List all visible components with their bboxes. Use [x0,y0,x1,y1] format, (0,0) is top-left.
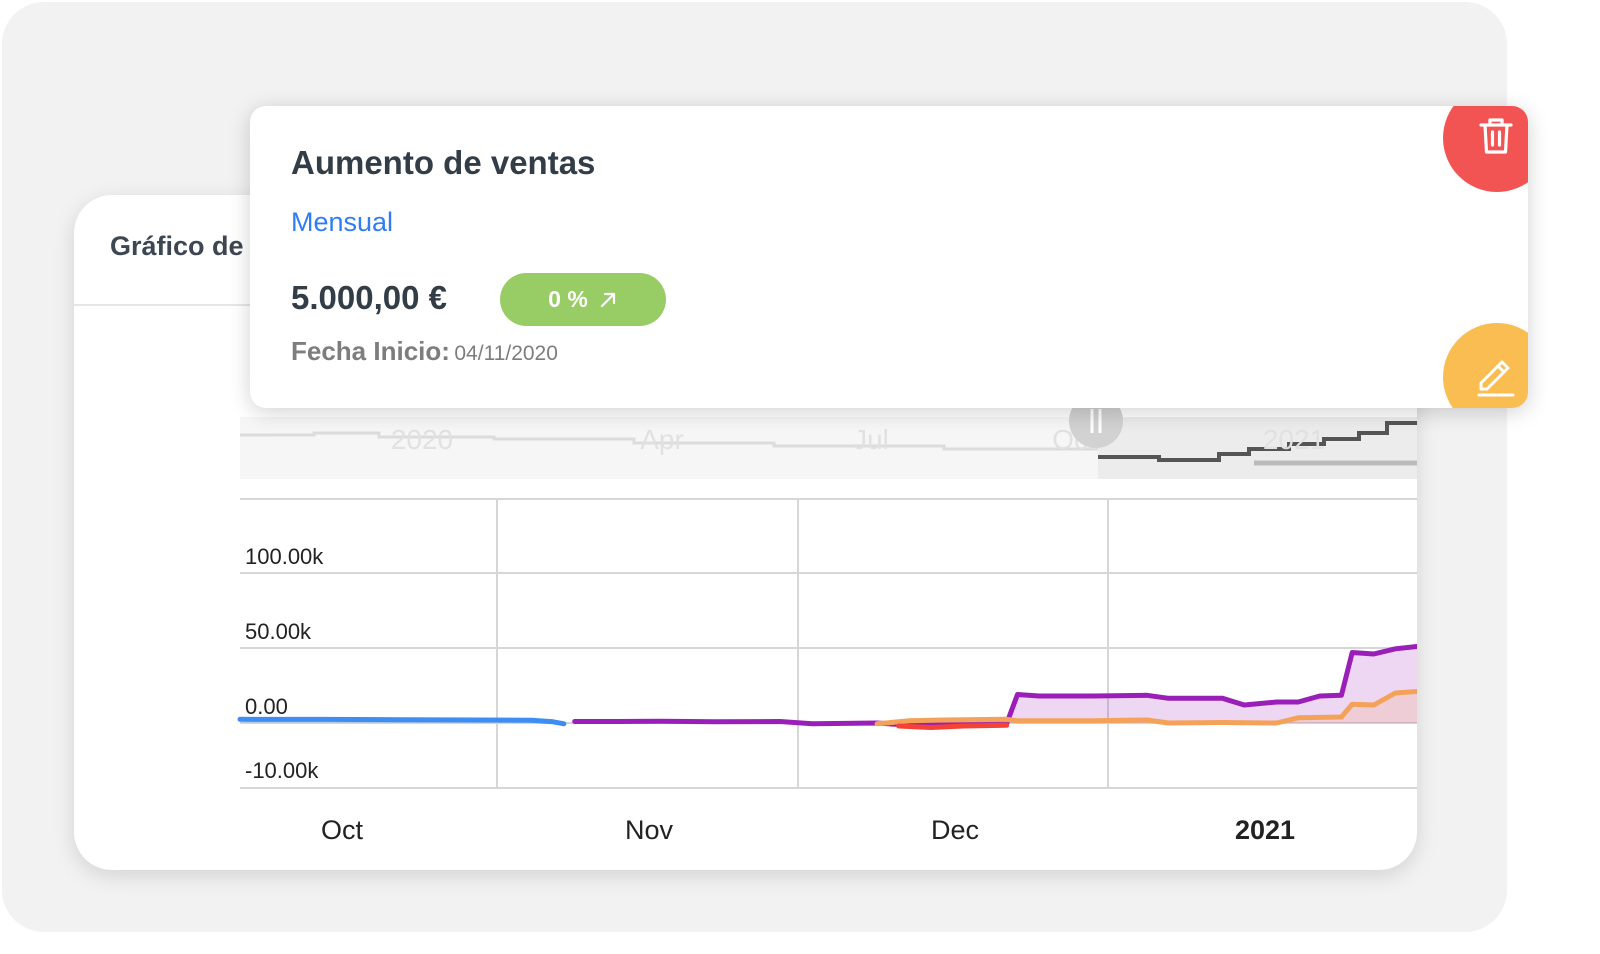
x-tick-label: 2021 [1235,815,1295,845]
goal-card[interactable]: Aumento de ventas Mensual 5.000,00 € 0 %… [250,106,1528,408]
series-line [896,722,1010,730]
trash-icon [1479,118,1513,154]
series-line [237,716,567,727]
navigator-history-line [240,431,1098,451]
x-tick-label: Oct [321,815,364,845]
navigator-label: 2020 [391,424,453,455]
series-area [574,646,1417,725]
series-line [874,689,1417,727]
chart-navigator[interactable]: 2020 Apr Jul Oct 2021 [240,394,1417,479]
chart-series [237,644,1417,730]
goal-start-value: 04/11/2020 [454,342,558,365]
goal-progress-value: 0 % [548,286,588,312]
chart-card-title: Gráfico de [110,231,244,261]
goal-progress-badge: 0 % [500,273,666,326]
edit-button[interactable] [1443,323,1528,408]
goal-amount: 5.000,00 € [291,279,447,316]
goal-period-link[interactable]: Mensual [291,207,394,237]
chart-grid [240,498,1417,789]
chart-labels: 100.00k 50.00k 0.00 -10.00k Oct Nov Dec 2021 [245,544,1295,845]
arrow-up-right-icon [600,292,615,307]
y-tick-label: -10.00k [245,758,319,783]
x-tick-label: Dec [931,815,979,845]
pencil-icon [1477,360,1515,397]
series-line [572,644,1417,727]
goal-start-label: Fecha Inicio: [291,336,450,366]
delete-button[interactable] [1443,106,1528,192]
goal-start-date: Fecha Inicio: 04/11/2020 [291,336,558,367]
x-tick-label: Nov [625,815,674,845]
navigator-label: Jul [853,424,889,455]
navigator-label: Apr [640,424,684,455]
sales-chart[interactable]: 2020 Apr Jul Oct 2021 100.00k 50.00k 0.00 -10.0… [74,195,1417,870]
grip-icon [1090,409,1102,433]
y-tick-label: 0.00 [245,694,288,719]
y-tick-label: 100.00k [245,544,324,569]
y-tick-label: 50.00k [245,619,312,644]
goal-title: Aumento de ventas [291,144,596,181]
navigator-range-line [1098,421,1417,462]
navigator-label: 2021 [1263,424,1325,455]
